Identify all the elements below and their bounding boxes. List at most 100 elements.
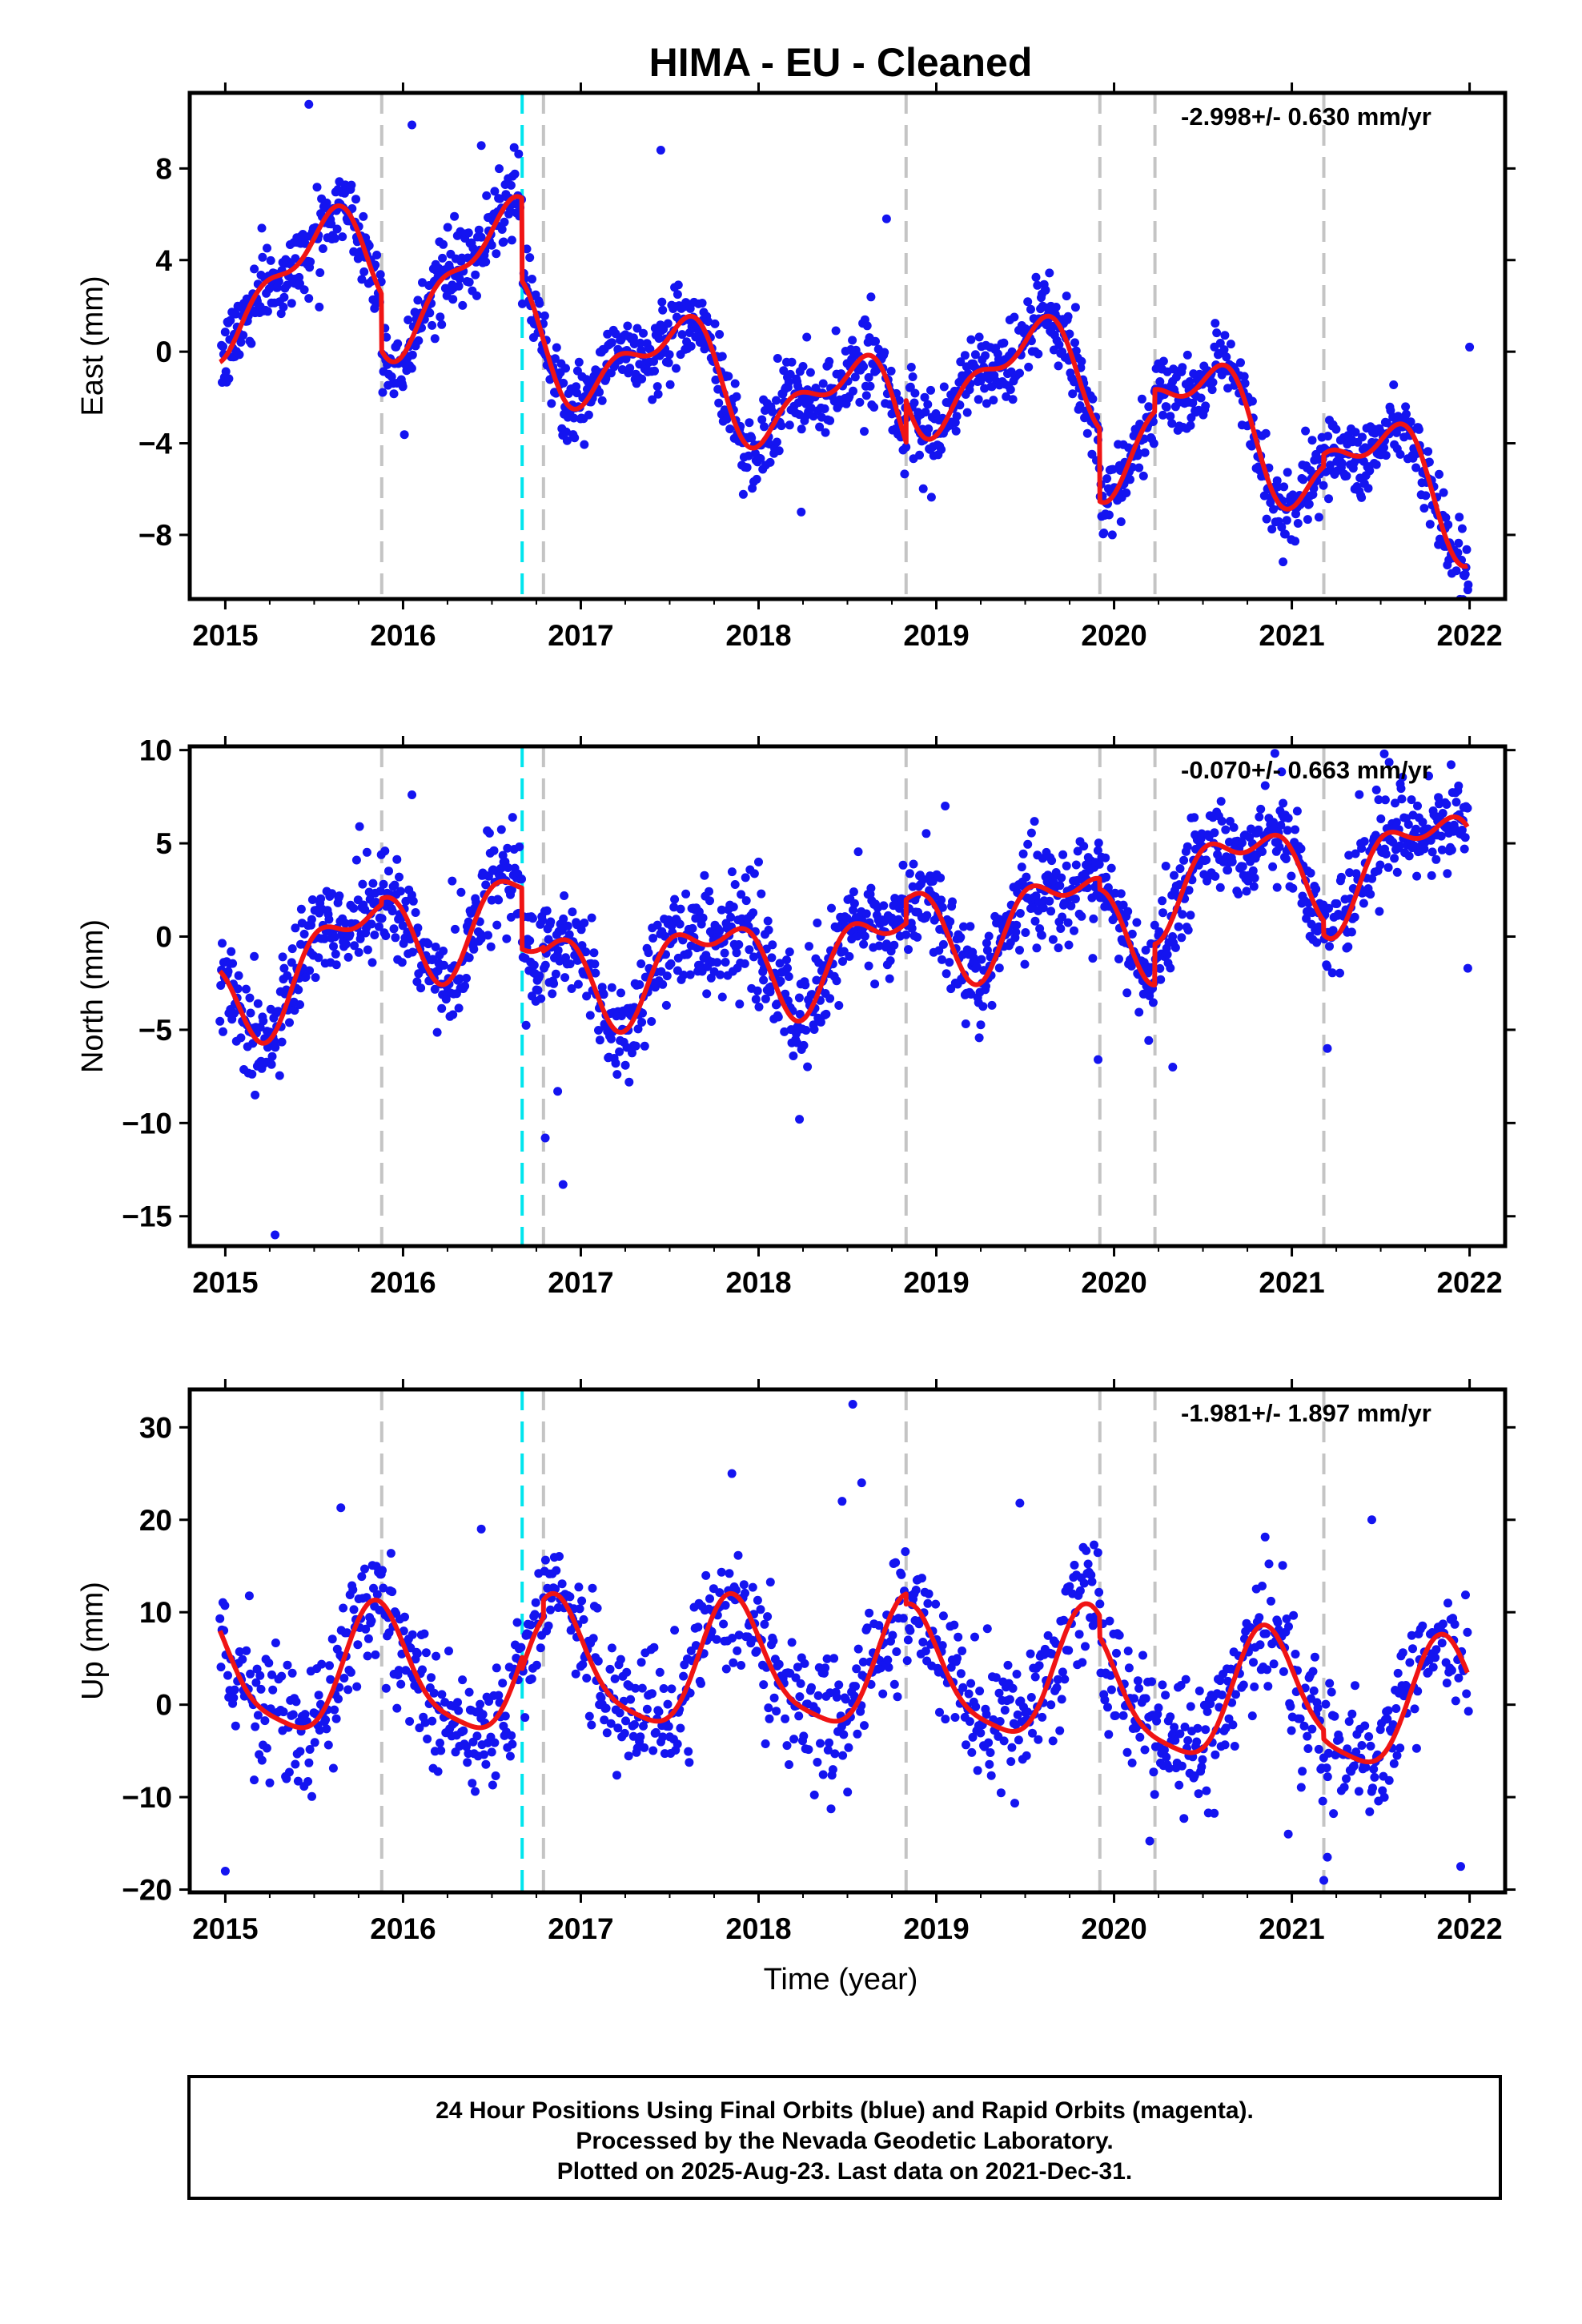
up-point — [1264, 1559, 1274, 1569]
up-point — [330, 1705, 339, 1715]
up-point — [728, 1634, 737, 1642]
east-point — [645, 344, 655, 354]
north-x-tick-label: 2019 — [903, 1266, 969, 1299]
east-point — [974, 395, 983, 404]
north-point — [1269, 818, 1278, 827]
up-point — [973, 1766, 982, 1775]
north-point — [679, 971, 689, 979]
east-point — [1401, 402, 1411, 412]
east-point — [1220, 331, 1230, 340]
north-point — [853, 847, 863, 857]
north-point — [1292, 806, 1302, 816]
north-point — [362, 847, 371, 857]
up-point — [1330, 1711, 1339, 1721]
east-point — [525, 253, 535, 263]
up-point — [1005, 1695, 1014, 1704]
up-point — [444, 1647, 453, 1656]
east-point — [1226, 340, 1235, 349]
up-point — [1393, 1668, 1403, 1678]
east-point — [787, 357, 797, 367]
up-point — [1313, 1703, 1323, 1713]
east-outlier-point — [797, 507, 806, 517]
north-point — [392, 854, 402, 864]
east-point — [924, 424, 934, 433]
north-point — [1367, 874, 1377, 883]
up-point — [719, 1619, 729, 1629]
east-y-tick-label: 0 — [155, 336, 172, 368]
north-point — [246, 1008, 255, 1018]
east-point — [1240, 379, 1250, 388]
up-point — [995, 1717, 1005, 1726]
east-point — [257, 223, 267, 233]
north-point — [889, 940, 899, 950]
east-point — [1034, 349, 1043, 359]
east-point — [1365, 466, 1375, 476]
north-point — [807, 990, 817, 999]
east-point — [664, 358, 673, 368]
north-point — [1413, 801, 1422, 810]
north-point — [367, 958, 377, 967]
north-point — [838, 957, 847, 966]
north-point — [622, 1043, 632, 1052]
north-point — [1355, 790, 1364, 799]
east-point — [1212, 328, 1222, 338]
north-point — [455, 974, 464, 983]
north-point — [389, 924, 399, 934]
north-point — [885, 974, 894, 983]
north-point — [1118, 900, 1128, 910]
up-point — [765, 1578, 775, 1587]
east-point — [665, 380, 675, 389]
up-point — [852, 1664, 861, 1674]
north-point — [1045, 896, 1054, 906]
east-point — [773, 354, 782, 363]
east-point — [825, 416, 835, 425]
up-point — [685, 1758, 694, 1767]
east-point — [886, 366, 896, 376]
north-point — [813, 919, 822, 927]
up-point — [606, 1719, 616, 1728]
east-point — [1140, 448, 1150, 457]
north-point — [615, 1047, 624, 1056]
up-point — [1008, 1683, 1018, 1693]
up-point — [816, 1739, 825, 1748]
up-point — [1147, 1677, 1156, 1687]
east-point — [1070, 303, 1080, 312]
north-point — [1277, 767, 1287, 777]
up-point — [602, 1728, 612, 1738]
north-point — [548, 989, 557, 999]
up-point — [1195, 1687, 1204, 1695]
footer-box: 24 Hour Positions Using Final Orbits (bl… — [187, 2075, 1502, 2200]
up-point — [612, 1771, 621, 1780]
north-point — [982, 982, 990, 991]
east-point — [1460, 569, 1470, 579]
north-outlier-point — [795, 1115, 805, 1124]
north-point — [795, 1010, 805, 1019]
east-point — [1279, 557, 1288, 567]
up-point — [772, 1707, 781, 1716]
up-panel: 2015 2016 2017 2018 2019 2020 2021 2022 −20 −10 0 1… — [76, 1379, 1516, 1945]
up-point — [494, 1691, 504, 1700]
east-point — [1452, 566, 1461, 576]
north-point — [1190, 813, 1199, 822]
east-point — [704, 317, 713, 326]
up-point — [325, 1661, 334, 1671]
north-point — [1089, 914, 1098, 923]
north-point — [324, 915, 334, 924]
east-point — [774, 446, 784, 456]
east-point — [351, 195, 360, 204]
north-point — [789, 1051, 798, 1060]
east-point — [1045, 268, 1054, 278]
north-point — [287, 958, 296, 967]
up-point — [982, 1624, 992, 1634]
north-point — [396, 887, 405, 896]
east-point — [1041, 285, 1050, 295]
up-point — [631, 1683, 640, 1693]
up-point — [1106, 1685, 1116, 1695]
east-point — [220, 328, 230, 337]
north-point — [343, 952, 353, 962]
north-point — [1447, 845, 1456, 854]
east-point — [697, 299, 707, 308]
north-point — [1237, 838, 1247, 847]
up-point — [577, 1596, 587, 1606]
east-point — [611, 329, 620, 339]
